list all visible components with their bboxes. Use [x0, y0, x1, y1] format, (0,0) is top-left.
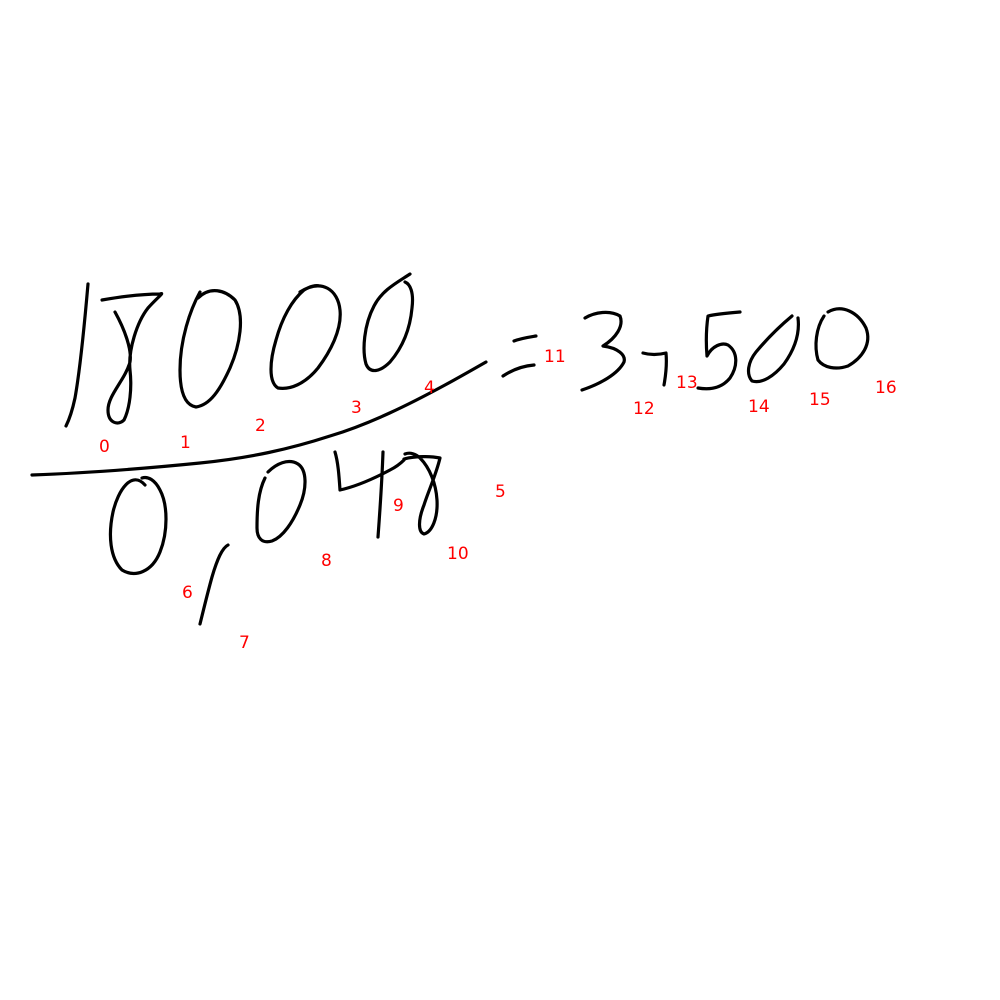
stroke-14: [696, 310, 742, 391]
stroke-13: [641, 351, 668, 387]
stroke-label: 3: [351, 398, 362, 418]
stroke-10: [402, 451, 442, 536]
stroke-label: 4: [424, 378, 435, 398]
stroke-2: [178, 289, 242, 409]
stroke-15: [746, 314, 800, 384]
stroke-label: 1: [180, 433, 191, 453]
stroke-label: 8: [321, 551, 332, 571]
stroke-label: 2: [255, 416, 266, 436]
stroke-label: 12: [633, 399, 655, 419]
stroke-label: 11: [544, 347, 566, 367]
stroke-label: 13: [676, 373, 698, 393]
stroke-label: 0: [99, 437, 110, 457]
stroke-7: [198, 543, 230, 626]
stroke-label: 7: [239, 633, 250, 653]
stroke-5: [30, 360, 488, 477]
stroke-1: [100, 291, 164, 425]
stroke-6: [108, 475, 168, 575]
stroke-8: [255, 459, 307, 544]
stroke-label: 9: [393, 496, 404, 516]
stroke-16: [814, 307, 870, 370]
stroke-label: 6: [182, 583, 193, 603]
stroke-label: 14: [748, 397, 770, 417]
stroke-9: [333, 450, 406, 539]
stroke-11: [501, 334, 538, 378]
stroke-label: 15: [809, 390, 831, 410]
stroke-0: [64, 282, 90, 428]
stroke-label: 10: [447, 544, 469, 564]
stroke-12: [580, 310, 626, 392]
stroke-4: [362, 272, 415, 373]
stroke-labels: 0 1 2 3 4 5 6 7 8 9 10 11 12 13 14 15 16: [99, 347, 897, 653]
stroke-label: 16: [875, 378, 897, 398]
stroke-3: [269, 284, 342, 390]
stroke-label: 5: [495, 482, 506, 502]
ink-strokes: [30, 272, 870, 626]
